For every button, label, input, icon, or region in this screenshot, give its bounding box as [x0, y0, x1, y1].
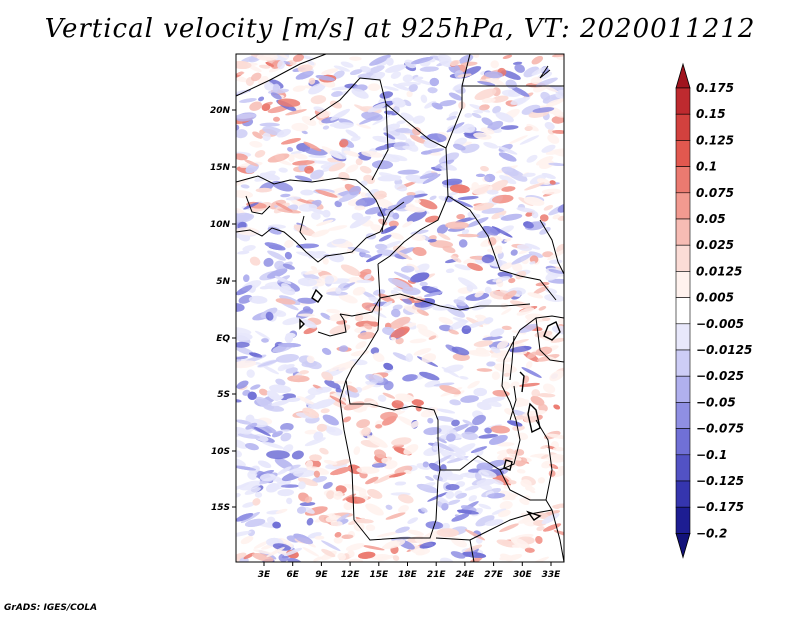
colorbar-level-label: −0.175 [696, 500, 744, 514]
colorbar-swatch [675, 113, 691, 141]
colorbar-swatch [675, 87, 691, 115]
grads-credit: GrADS: IGES/COLA [4, 603, 98, 613]
colorbar-swatch [675, 428, 691, 456]
lon-tick-label: 18E [398, 570, 418, 580]
colorbar-swatch [675, 506, 691, 534]
colorbar-swatch [675, 218, 691, 246]
lake-outlines [299, 288, 561, 521]
colorbar-swatch [675, 192, 691, 220]
lon-tick-label: 30E [513, 570, 533, 580]
latitude-axis: 20N 15N 10N 5N EQ 5S 10S 15S [210, 106, 236, 513]
colorbar-level-label: −0.125 [696, 474, 744, 488]
colorbar-swatch [675, 480, 691, 508]
lat-tick-label: 5N [216, 277, 230, 287]
colorbar-level-label: −0.025 [696, 369, 744, 383]
colorbar-swatch [675, 271, 691, 298]
lon-tick-label: 24E [456, 570, 476, 580]
colorbar-level-label: 0.15 [696, 107, 726, 121]
lat-tick-label: 10N [210, 220, 231, 230]
colorbar-swatch [675, 244, 691, 272]
lat-tick-label: 5S [217, 390, 230, 400]
colorbar-level-label: −0.1 [696, 448, 727, 462]
colorbar-swatch [675, 402, 691, 429]
colorbar: 0.175 0.15 0.125 0.1 0.075 0.05 0.025 0.0125 0.0… [675, 62, 752, 559]
colorbar-level-label: −0.2 [696, 526, 727, 540]
colorbar-swatch [675, 454, 691, 482]
colorbar-level-label: 0.025 [696, 238, 734, 252]
lon-tick-label: 9E [315, 570, 328, 580]
longitude-axis: 3E 6E 9E 12E 15E 18E 21E 24E 27E 30E 33E [258, 562, 561, 580]
colorbar-swatch [675, 140, 691, 167]
colorbar-level-label: 0.1 [696, 160, 717, 174]
lat-tick-label: 10S [211, 447, 230, 457]
lat-tick-label: 20N [210, 106, 231, 116]
lon-tick-label: 33E [542, 570, 562, 580]
colorbar-level-label: −0.05 [696, 395, 736, 409]
lon-tick-label: 3E [258, 570, 271, 580]
colorbar-level-label: 0.005 [696, 291, 734, 305]
lon-tick-label: 15E [369, 570, 389, 580]
colorbar-level-label: 0.075 [696, 186, 734, 200]
lon-tick-label: 6E [286, 570, 299, 580]
colorbar-swatch [675, 297, 691, 325]
lat-tick-label: 15N [210, 163, 231, 173]
colorbar-level-label: 0.175 [696, 81, 734, 95]
lon-tick-label: 21E [427, 570, 447, 580]
colorbar-swatch [675, 166, 691, 194]
colorbar-swatch [675, 375, 691, 403]
colorbar-level-label: 0.05 [696, 212, 726, 226]
colorbar-level-label: −0.075 [696, 422, 744, 436]
lat-tick-label: 15S [211, 503, 230, 513]
lat-tick-label: EQ [216, 334, 230, 344]
colorbar-level-label: 0.125 [696, 133, 734, 147]
colorbar-min-arrow [675, 533, 691, 559]
lon-tick-label: 12E [341, 570, 361, 580]
map-title: Vertical velocity [m/s] at 925hPa, VT: 2… [44, 14, 756, 44]
colorbar-swatch [675, 323, 691, 351]
colorbar-level-label: 0.0125 [696, 264, 742, 278]
colorbar-max-arrow [675, 62, 691, 89]
lon-tick-label: 27E [484, 570, 504, 580]
colorbar-swatch [675, 349, 691, 377]
colorbar-level-label: −0.005 [696, 317, 744, 331]
colorbar-level-label: −0.0125 [696, 343, 752, 357]
